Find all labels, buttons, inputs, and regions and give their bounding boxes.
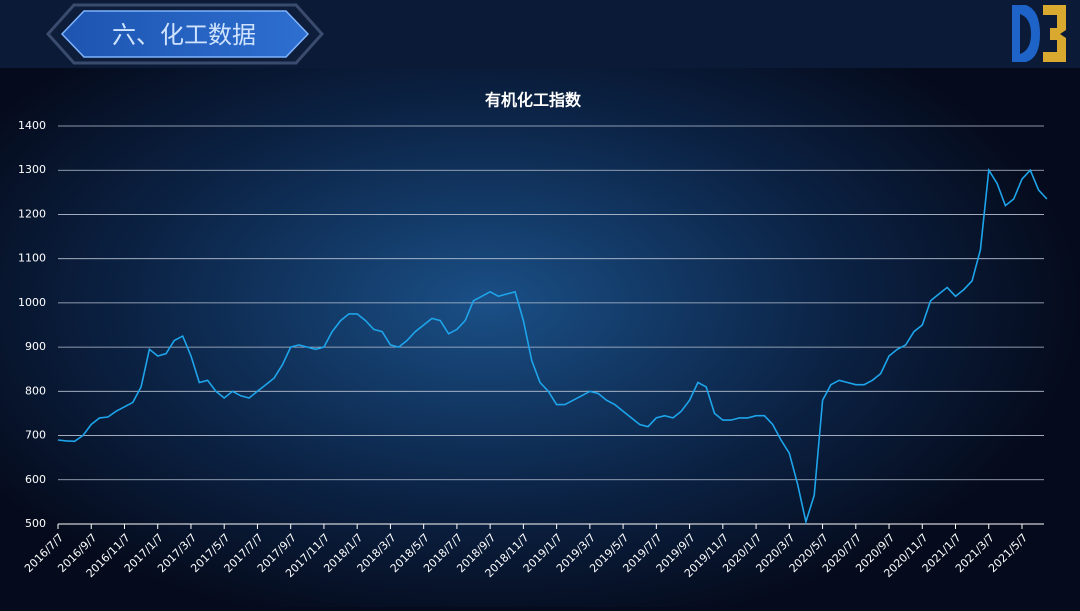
badge (60, 10, 310, 58)
y-tick-label: 600 (25, 473, 46, 486)
y-tick-label: 1200 (18, 207, 46, 220)
y-tick-label: 1300 (18, 163, 46, 176)
data-line (57, 167, 1048, 525)
y-tick-label: 500 (25, 517, 46, 530)
y-tick-label: 700 (25, 429, 46, 442)
y-tick-label: 1400 (18, 119, 46, 132)
chart-title: 有机化工指数 (485, 91, 582, 110)
logo (1012, 5, 1066, 62)
y-tick-label: 1100 (18, 252, 46, 265)
y-tick-label: 1000 (18, 296, 46, 309)
header-title: 六、化工数据 (112, 21, 256, 49)
y-tick-label: 900 (25, 340, 46, 353)
y-tick-label: 800 (25, 384, 46, 397)
